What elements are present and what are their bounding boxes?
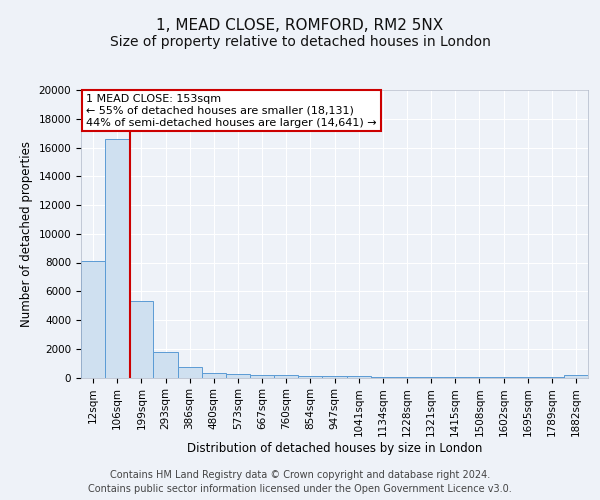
Bar [81,261,105,378]
Text: Size of property relative to detached houses in London: Size of property relative to detached ho… [110,35,490,49]
Bar [298,376,322,378]
Text: Contains HM Land Registry data © Crown copyright and database right 2024.
Contai: Contains HM Land Registry data © Crown c… [88,470,512,494]
Bar [322,376,347,378]
Bar [250,375,274,378]
Bar [347,376,371,378]
Text: 1 MEAD CLOSE: 153sqm
← 55% of detached houses are smaller (18,131)
44% of semi-d: 1 MEAD CLOSE: 153sqm ← 55% of detached h… [86,94,377,128]
Bar [564,376,588,378]
X-axis label: Distribution of detached houses by size in London: Distribution of detached houses by size … [187,442,482,454]
Bar [226,374,250,378]
Text: 1, MEAD CLOSE, ROMFORD, RM2 5NX: 1, MEAD CLOSE, ROMFORD, RM2 5NX [157,18,443,32]
Bar [105,139,129,378]
Y-axis label: Number of detached properties: Number of detached properties [20,141,33,327]
Bar [129,302,154,378]
Bar [202,373,226,378]
Bar [395,377,419,378]
Bar [443,377,467,378]
Bar [371,376,395,378]
Bar [178,368,202,378]
Bar [419,377,443,378]
Bar [154,352,178,378]
Bar [274,376,298,378]
